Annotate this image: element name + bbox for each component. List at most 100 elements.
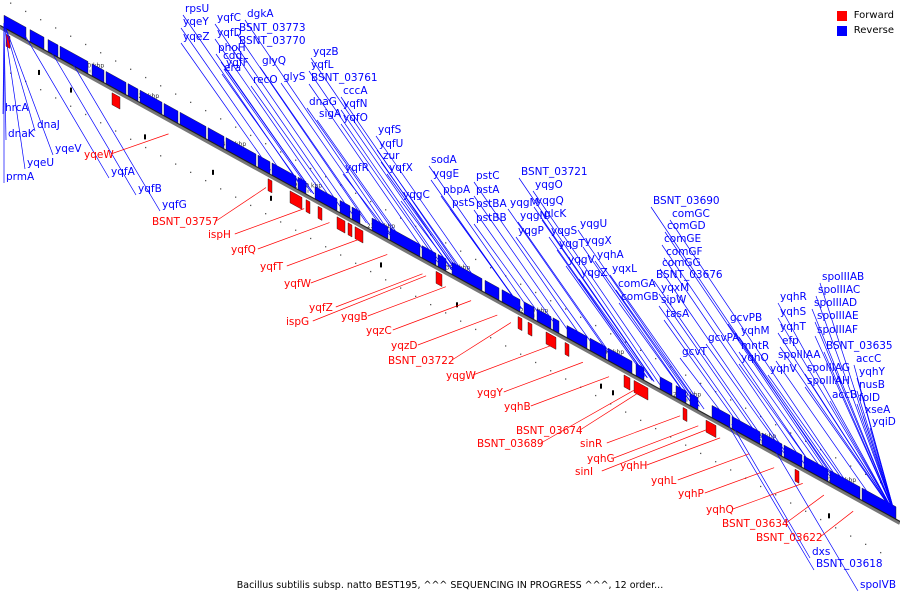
forward-gene-label: yqgW <box>446 370 477 382</box>
reverse-gene-label: dgkA <box>247 8 274 20</box>
forward-gene-leader <box>472 344 553 376</box>
reverse-gene-block <box>829 470 861 500</box>
forward-gene-block <box>705 419 717 438</box>
reverse-gene-leader <box>221 73 304 189</box>
lower-guide-dot <box>250 204 252 207</box>
forward-gene-leader <box>606 415 681 444</box>
reverse-gene-leader <box>615 289 699 407</box>
genome-backbone <box>0 25 900 525</box>
legend: Forward Reverse <box>836 8 894 38</box>
reverse-gene-block <box>257 154 271 175</box>
forward-gene-block <box>527 321 533 337</box>
forward-gene-label: yqhL <box>651 475 677 487</box>
forward-gene-leader <box>234 208 305 235</box>
reverse-gene-leader <box>663 319 744 431</box>
lower-guide-dot <box>595 394 597 397</box>
lower-guide-dot <box>145 146 147 149</box>
lower-guide-dot <box>205 179 207 182</box>
reverse-gene-label: accC <box>856 353 881 365</box>
upper-guide-dot <box>760 415 762 418</box>
forward-gene-block <box>623 374 631 391</box>
lower-guide-dot <box>40 89 42 91</box>
upper-guide-dot <box>70 35 72 37</box>
forward-gene-leader <box>704 467 775 494</box>
reverse-gene-leader <box>653 280 767 444</box>
lower-guide-dot <box>565 378 567 380</box>
forward-gene-block <box>111 92 121 110</box>
reverse-gene-label: spoIIIAF <box>817 324 858 336</box>
reverse-gene-leader <box>556 249 648 378</box>
reverse-gene-block <box>421 245 437 266</box>
upper-guide-dot <box>250 134 252 137</box>
reverse-gene-leader <box>811 308 896 515</box>
reverse-gene-label: yqhR <box>780 291 807 303</box>
forward-gene-label: yqhQ <box>706 504 734 516</box>
reverse-gene-label: comGC <box>672 208 710 220</box>
reverse-gene-label: mntR <box>741 340 769 352</box>
lower-guide-dot <box>805 510 807 512</box>
forward-gene-leader <box>392 300 472 331</box>
reverse-gene-leader <box>804 373 896 515</box>
reverse-gene-block <box>566 325 588 349</box>
reverse-gene-label: sipW <box>661 294 687 306</box>
reverse-gene-label: folD <box>859 392 880 404</box>
reverse-gene-label: yqfO <box>343 112 368 124</box>
reverse-gene-label: yqgV <box>568 254 596 266</box>
reverse-gene-leader <box>3 23 36 132</box>
reverse-gene-leader <box>533 206 655 382</box>
forward-gene-block <box>435 270 443 287</box>
upper-guide-dot <box>475 258 477 261</box>
reverse-gene-block <box>127 83 139 102</box>
lower-guide-dot <box>670 436 672 438</box>
reverse-gene-label: yqeU <box>27 157 54 169</box>
lower-guide-dot <box>190 171 192 174</box>
reverse-gene-block <box>207 127 225 149</box>
reverse-gene-label: yqfG <box>162 199 187 211</box>
forward-gene-leader <box>785 494 825 524</box>
reverse-gene-leader <box>236 46 354 217</box>
forward-gene-label: yqzD <box>391 340 417 352</box>
forward-gene-leader <box>335 273 423 308</box>
upper-guide-dot <box>565 308 567 310</box>
legend-reverse: Reverse <box>836 23 894 38</box>
reverse-gene-leader <box>609 274 705 410</box>
reverse-gene-leader <box>541 219 654 382</box>
lower-guide-dot <box>115 130 117 132</box>
feature-mark <box>828 513 830 519</box>
lower-guide-dot <box>445 312 447 314</box>
reverse-gene-leader <box>578 278 653 381</box>
reverse-gene-leader <box>220 61 315 195</box>
feature-mark <box>212 169 214 175</box>
reverse-gene-label: yqfR <box>345 162 369 174</box>
forward-gene-leader <box>215 187 267 222</box>
upper-guide-dot <box>370 200 372 203</box>
reverse-gene-label: yqxM <box>661 282 689 294</box>
reverse-gene-leader <box>658 293 762 441</box>
lower-guide-dot <box>730 469 732 471</box>
lower-guide-dot <box>655 427 657 430</box>
feature-mark <box>600 383 602 389</box>
reverse-gene-label: yqeY <box>183 16 209 28</box>
lower-guide-dot <box>760 485 762 488</box>
forward-gene-leader <box>540 389 634 444</box>
reverse-gene-leader <box>594 260 696 405</box>
reverse-gene-leader <box>473 181 587 345</box>
upper-guide-dot <box>580 316 582 318</box>
reverse-gene-label: yqhO <box>741 352 769 364</box>
forward-gene-leader <box>677 453 750 481</box>
forward-gene-leader <box>310 254 388 284</box>
lower-guide-dot <box>265 213 267 215</box>
lower-guide-dot <box>235 196 237 198</box>
reverse-gene-block <box>314 186 338 212</box>
reverse-gene-label: efp <box>782 335 799 347</box>
forward-gene-block <box>354 226 364 244</box>
upper-guide-dot <box>145 76 147 79</box>
reverse-gene-label: yqzB <box>313 46 339 58</box>
upper-guide-dot <box>100 52 102 54</box>
upper-guide-dot <box>280 151 282 153</box>
lower-guide-dot <box>640 419 642 422</box>
reverse-gene-leader <box>48 47 137 196</box>
lower-guide-dot <box>700 452 702 455</box>
reverse-gene-leader <box>308 70 442 265</box>
upper-guide-dot <box>805 440 807 442</box>
